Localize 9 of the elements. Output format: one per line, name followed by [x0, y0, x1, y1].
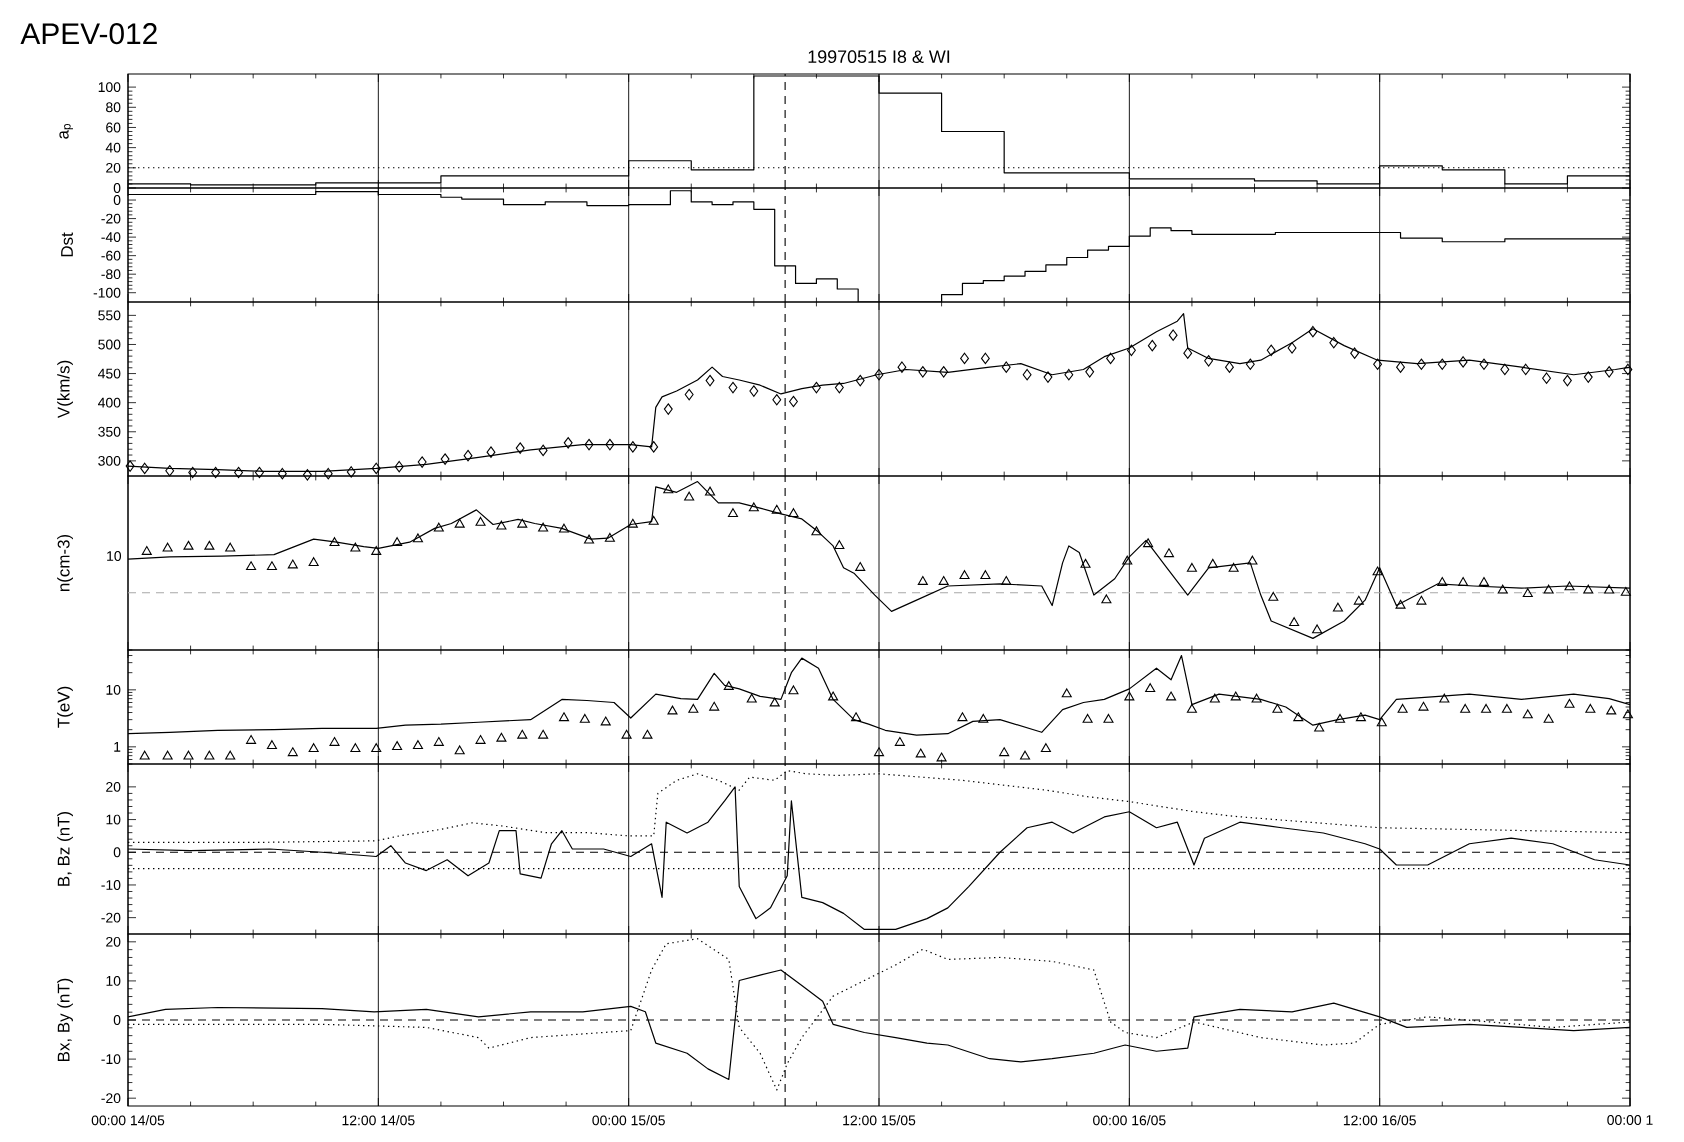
chart-subtitle: 19970515 I8 & WI [808, 50, 950, 63]
y-axis-title: Bx, By (nT) [57, 978, 73, 1061]
chart-title: APEV-012 [20, 23, 157, 45]
y-axis-title: n(cm-3) [57, 534, 73, 592]
y-axis-title: B, Bz (nT) [57, 811, 73, 886]
y-axis-title: V(km/s) [57, 360, 73, 419]
y-axis-title: Dst [61, 232, 73, 257]
y-axis-title: a$_{p}$ [59, 123, 73, 139]
y-axis-title: T(eV) [57, 686, 73, 728]
